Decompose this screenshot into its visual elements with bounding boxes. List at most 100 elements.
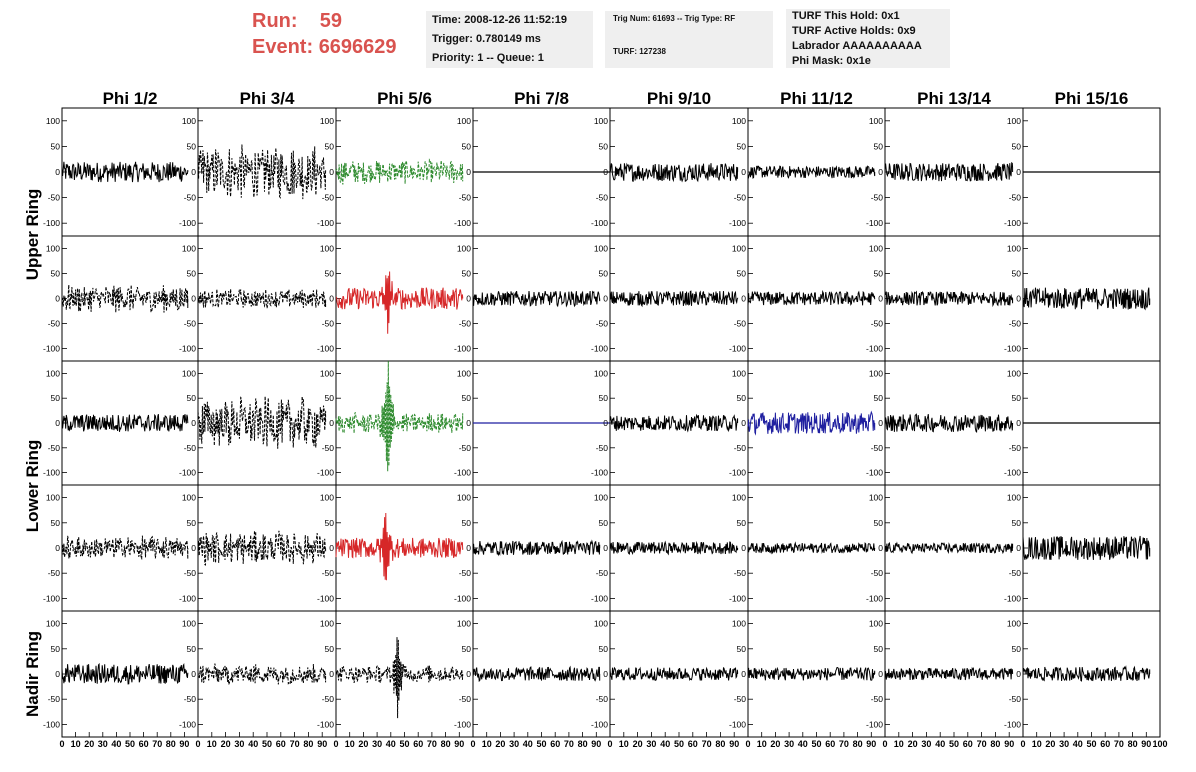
y-tick-label: -50 (459, 443, 472, 453)
y-tick-label: -50 (596, 319, 609, 329)
x-tick-label: 80 (578, 739, 588, 749)
waveform-trace (747, 541, 876, 555)
y-tick-label: 50 (1012, 518, 1022, 528)
y-tick-label: 0 (1016, 418, 1021, 428)
run-value: 59 (319, 10, 343, 32)
y-tick-label: 0 (329, 294, 334, 304)
x-tick-label: 0 (59, 739, 64, 749)
y-tick-label: -50 (734, 193, 747, 203)
x-tick-label: 30 (784, 739, 794, 749)
x-tick-label: 60 (276, 739, 286, 749)
waveform-trace (884, 666, 1014, 681)
waveform-trace (747, 666, 876, 681)
y-tick-label: 50 (325, 393, 335, 403)
y-tick-label: 100 (320, 368, 334, 378)
y-tick-label: -50 (322, 694, 335, 704)
y-tick-label: -100 (591, 719, 608, 729)
y-tick-label: -50 (459, 694, 472, 704)
y-tick-label: 0 (466, 543, 471, 553)
column-title: Phi 5/6 (377, 89, 432, 108)
column-title: Phi 13/14 (917, 89, 991, 108)
y-tick-label: 0 (191, 418, 196, 428)
y-tick-label: -100 (179, 344, 196, 354)
y-tick-label: 50 (187, 518, 197, 528)
waveform-trace (747, 410, 876, 436)
x-tick-label: 0 (607, 739, 612, 749)
y-tick-label: 50 (1012, 644, 1022, 654)
y-tick-label: 50 (599, 644, 609, 654)
y-tick-label: -50 (596, 568, 609, 578)
x-tick-label: 90 (179, 739, 189, 749)
y-tick-label: 100 (732, 116, 746, 126)
y-tick-label: -100 (729, 218, 746, 228)
ring-label: Lower Ring (23, 440, 42, 533)
time-info-box: Time: 2008-12-26 11:52:19 Trigger: 0.780… (426, 11, 593, 68)
x-tick-label: 60 (1100, 739, 1110, 749)
run-label: Run: (252, 10, 298, 32)
x-tick-label: 40 (248, 739, 258, 749)
y-tick-label: 0 (329, 543, 334, 553)
x-tick-label: 70 (977, 739, 987, 749)
y-tick-label: 100 (594, 493, 608, 503)
turf-active-text: TURF Active Holds: 0x9 (792, 25, 916, 37)
x-tick-label: 0 (470, 739, 475, 749)
y-tick-label: -50 (48, 694, 61, 704)
x-tick-label: 40 (1073, 739, 1083, 749)
y-tick-label: -100 (1004, 593, 1021, 603)
y-tick-label: 100 (732, 493, 746, 503)
y-tick-label: -100 (43, 719, 60, 729)
turf-id-text: TURF: 127238 (613, 47, 666, 56)
x-tick-label: 10 (1032, 739, 1042, 749)
x-tick-label: 0 (333, 739, 338, 749)
waveform-trace (609, 290, 739, 308)
y-tick-label: 50 (51, 141, 61, 151)
y-tick-label: 50 (51, 269, 61, 279)
y-tick-label: -100 (454, 593, 471, 603)
x-tick-label: 70 (152, 739, 162, 749)
y-tick-label: 100 (182, 368, 196, 378)
x-tick-label: 60 (688, 739, 698, 749)
waveform-trace (747, 165, 876, 179)
x-tick-label: 10 (482, 739, 492, 749)
event-row: Event: 6696629 (252, 34, 397, 60)
y-tick-label: 0 (603, 167, 608, 177)
y-tick-label: 100 (1007, 493, 1021, 503)
ring-label: Upper Ring (23, 189, 42, 281)
y-tick-label: 50 (599, 141, 609, 151)
turf-info-box: TURF This Hold: 0x1 TURF Active Holds: 0… (786, 9, 950, 68)
y-tick-label: 0 (878, 167, 883, 177)
x-tick-label: 50 (262, 739, 272, 749)
y-tick-label: 50 (462, 393, 472, 403)
y-tick-label: 50 (51, 644, 61, 654)
y-tick-label: -50 (1009, 568, 1022, 578)
x-tick-label: 30 (509, 739, 519, 749)
y-tick-label: 100 (457, 116, 471, 126)
waveform-trace (335, 361, 464, 472)
y-tick-label: -100 (317, 468, 334, 478)
y-tick-label: -100 (454, 344, 471, 354)
waveform-trace (61, 535, 189, 560)
y-tick-label: -100 (43, 593, 60, 603)
x-tick-label: 50 (949, 739, 959, 749)
y-tick-label: -50 (322, 193, 335, 203)
x-tick-label: 90 (1141, 739, 1151, 749)
x-tick-label: 0 (195, 739, 200, 749)
x-tick-label: 80 (853, 739, 863, 749)
time-text: Time: 2008-12-26 11:52:19 (432, 14, 567, 26)
x-tick-label: 50 (125, 739, 135, 749)
x-tick-label: 0 (1020, 739, 1025, 749)
y-tick-label: 100 (1007, 368, 1021, 378)
y-tick-label: -100 (179, 719, 196, 729)
x-tick-label: 20 (495, 739, 505, 749)
y-tick-label: 0 (878, 543, 883, 553)
x-tick-label: 60 (825, 739, 835, 749)
y-tick-label: 0 (329, 669, 334, 679)
y-tick-label: 0 (1016, 167, 1021, 177)
y-tick-label: -100 (317, 344, 334, 354)
y-tick-label: -100 (1004, 468, 1021, 478)
y-tick-label: 100 (46, 368, 60, 378)
panel-frame (197, 107, 337, 237)
y-tick-label: 50 (1012, 393, 1022, 403)
x-tick-label: 80 (166, 739, 176, 749)
y-tick-label: 0 (603, 418, 608, 428)
